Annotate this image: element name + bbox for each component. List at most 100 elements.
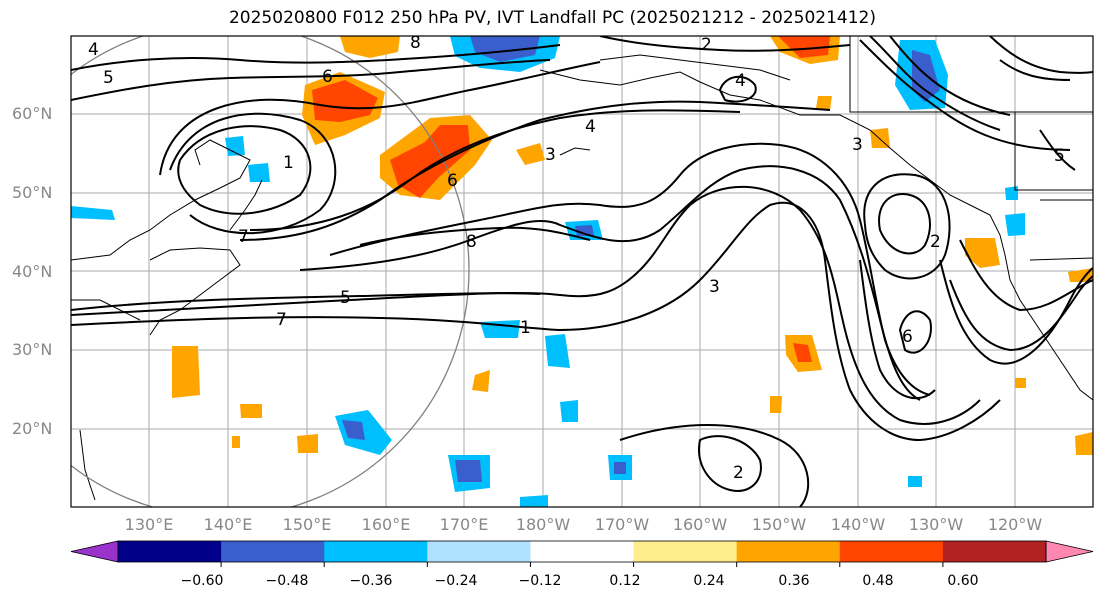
svg-text:8: 8 [466,232,477,252]
lon-label: 150°W [751,515,807,534]
colorbar-tick-label: −0.48 [265,573,309,589]
colorbar-box [633,541,738,562]
lon-label: 170°W [594,515,650,534]
pv-negative-core [614,462,626,474]
pv-negative-blob [248,163,270,182]
colorbar-box [427,541,531,562]
colorbar-tick-label: −0.24 [434,573,478,589]
pv-negative-blob [545,334,570,368]
pv-positive-core [312,80,378,122]
svg-text:6: 6 [902,327,913,347]
lon-label: 160°W [672,515,728,534]
pv-positive-blob [232,436,240,448]
colorbar-box [839,541,944,562]
lon-label: 140°E [203,515,253,534]
svg-text:2: 2 [733,463,744,483]
great-circle [71,36,470,507]
svg-text:3: 3 [545,145,556,165]
coastlines [71,36,1093,501]
colorbar-box [118,541,222,562]
svg-text:5: 5 [103,68,114,88]
pv-shading [71,36,1093,507]
svg-text:4: 4 [585,117,596,137]
pv-negative-core [455,460,482,482]
colorbar-tick-label: −0.60 [180,573,224,589]
lon-label: 130°W [908,515,964,534]
svg-text:5: 5 [340,288,351,308]
pv-positive-blob [1015,378,1026,388]
colorbar-box [221,541,325,562]
pv-positive-blob [340,36,400,58]
lat-label: 60°N [12,104,53,123]
svg-text:7: 7 [238,227,249,247]
lat-label: 30°N [12,340,53,359]
pv-positive-core [778,36,830,58]
colorbar-tick-label: −0.12 [518,573,562,589]
colorbar-outline [117,540,1047,563]
pv-negative-blob [908,476,922,487]
lon-label: 140°W [830,515,886,534]
svg-text:6: 6 [447,171,458,191]
svg-text:1: 1 [520,318,531,338]
svg-text:2: 2 [701,35,712,55]
lon-label: 160°E [361,515,411,534]
colorbar-tick-label: 0.60 [947,573,979,589]
pv-positive-blob [770,396,782,413]
lat-label: 50°N [12,183,53,202]
lat-label: 40°N [12,262,53,281]
pv-positive-blob [816,96,832,110]
lon-label: 180°W [515,515,571,534]
lon-label: 150°E [282,515,332,534]
pv-negative-blob [1005,213,1025,236]
pv-positive-blob [1075,432,1093,455]
pv-positive-blob [1068,268,1093,282]
svg-text:8: 8 [410,33,421,53]
colorbar-box [942,541,1047,562]
colorbar-extend-max [1045,540,1094,563]
lat-label: 20°N [12,419,53,438]
pv-negative-blob [225,136,245,156]
colorbar-tick-label: −0.36 [349,573,393,589]
pv-positive-blob [240,404,262,418]
colorbar [70,540,1094,567]
colorbar-box [324,541,428,562]
svg-text:2: 2 [930,232,941,252]
svg-text:3: 3 [852,135,863,155]
pv-positive-blob [297,434,318,453]
pv-contours [71,36,1093,507]
pv-negative-blob [480,320,520,338]
lon-label: 120°W [987,515,1043,534]
pv-positive-blob [472,370,490,392]
colorbar-extend-min [70,540,119,563]
pv-negative-core [575,225,594,236]
colorbar-tick-label: 0.24 [693,573,725,589]
pv-negative-core [470,36,540,62]
svg-text:1: 1 [283,153,294,173]
map-title: 2025020800 F012 250 hPa PV, IVT Landfall… [228,8,876,28]
pv-negative-blob [560,400,578,422]
colorbar-tick-label: 0.36 [778,573,810,589]
svg-text:6: 6 [322,67,333,87]
pv-negative-core [342,420,365,440]
pv-positive-blob [965,238,1000,268]
svg-text:7: 7 [276,310,287,330]
lon-label: 130°E [124,515,174,534]
colorbar-box [530,541,635,562]
pv-positive-blob [172,346,200,398]
pv-positive-blob [516,143,545,165]
svg-text:4: 4 [88,40,99,60]
map-frame [70,35,1094,508]
pv-positive-core [793,343,812,362]
svg-text:4: 4 [735,71,746,91]
pv-negative-blob [520,495,548,507]
svg-text:3: 3 [709,277,720,297]
colorbar-tick-label: 0.12 [609,573,641,589]
colorbar-tick-label: 0.48 [862,573,894,589]
svg-text:5: 5 [1054,146,1065,166]
pv-negative-blob [71,206,115,220]
lon-label: 170°E [439,515,489,534]
contour-labels: 4 5 6 7 8 2 3 1 4 5 6 7 8 3 2 1 6 2 3 4 … [88,33,1065,483]
colorbar-box [736,541,841,562]
pv-negative-blob [1005,186,1018,200]
